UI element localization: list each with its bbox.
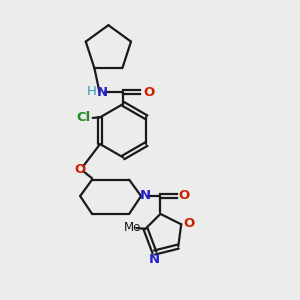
Text: N: N bbox=[96, 85, 107, 98]
Text: H: H bbox=[87, 85, 97, 98]
Text: Cl: Cl bbox=[76, 111, 91, 124]
Text: O: O bbox=[74, 163, 86, 176]
Text: O: O bbox=[143, 85, 154, 98]
Text: N: N bbox=[148, 253, 160, 266]
Text: N: N bbox=[140, 189, 151, 202]
Text: O: O bbox=[178, 189, 190, 202]
Text: Me: Me bbox=[124, 221, 141, 234]
Text: O: O bbox=[183, 217, 194, 230]
